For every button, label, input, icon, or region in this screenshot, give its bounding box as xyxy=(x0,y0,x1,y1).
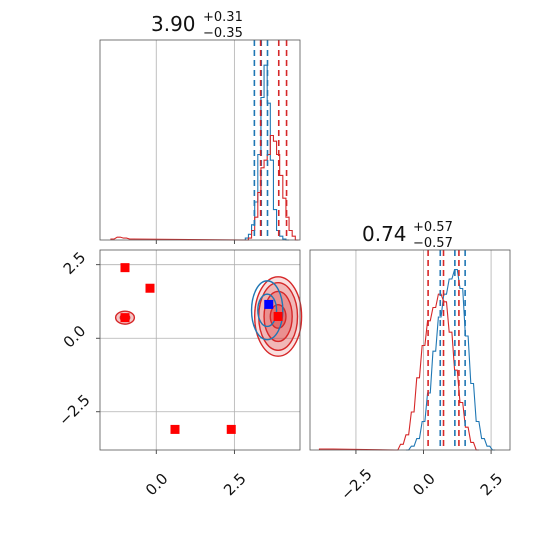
contour-level xyxy=(257,293,278,328)
title-marginal-1-minus: −0.35 xyxy=(203,26,243,41)
axes-joint xyxy=(99,249,301,451)
data-layer xyxy=(110,40,496,451)
title-marginal-1-value: 3.90 xyxy=(151,12,196,36)
tick-label-y: 2.5 xyxy=(60,248,90,278)
axes-marginal-2 xyxy=(309,249,511,451)
marker-square xyxy=(264,299,274,309)
marker-square xyxy=(226,424,236,434)
tick-label-x: 2.5 xyxy=(220,470,250,500)
tick-label-x: 0.0 xyxy=(142,470,172,500)
tick-label-y: −2.5 xyxy=(55,391,93,429)
tick-label-y: 0.0 xyxy=(60,322,90,352)
tick-label-x: 0.0 xyxy=(409,470,439,500)
grid-layer xyxy=(100,40,492,450)
text-layer: 3.90 +0.31 −0.35 0.74 +0.57 −0.57 0.0 2.5… xyxy=(55,10,506,504)
histogram-series xyxy=(242,64,290,241)
axes-frames xyxy=(96,39,511,454)
tick-label-x: −2.5 xyxy=(337,465,375,503)
histogram-series xyxy=(405,268,496,451)
histogram-series xyxy=(110,134,299,241)
title-marginal-2-plus: +0.57 xyxy=(413,220,453,235)
marker-square xyxy=(145,283,155,293)
title-marginal-2-minus: −0.57 xyxy=(413,236,453,251)
tick-label-x: 2.5 xyxy=(477,470,507,500)
title-marginal-1-plus: +0.31 xyxy=(203,10,243,25)
marker-square xyxy=(170,424,180,434)
title-marginal-2-value: 0.74 xyxy=(362,222,407,246)
marker-square xyxy=(120,263,130,273)
contour-level xyxy=(250,280,284,341)
marker-square xyxy=(273,311,283,321)
axes-marginal-1 xyxy=(99,39,301,241)
marker-square xyxy=(120,313,130,323)
